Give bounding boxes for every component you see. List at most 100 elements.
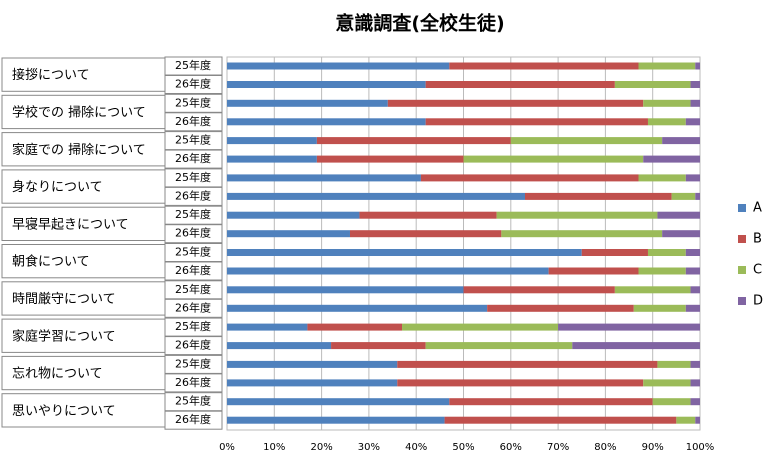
y-tick-label: 25年度 (175, 133, 211, 147)
bar-segment (690, 360, 700, 368)
bar-segment (227, 155, 317, 163)
bar-segment (685, 304, 700, 312)
y-tick-label: 26年度 (175, 77, 211, 91)
year-box (164, 75, 223, 94)
x-tick-label: 0% (219, 442, 235, 453)
group-box (1, 206, 166, 241)
y-tick-label: 25年度 (175, 319, 211, 333)
x-tick-label: 80% (594, 442, 616, 453)
bar-segment (463, 155, 644, 163)
bar-segment (671, 192, 696, 200)
year-box (164, 112, 223, 132)
group-label: 忘れ物について (12, 367, 103, 382)
y-tick-label: 25年度 (175, 207, 211, 221)
group-box (1, 281, 166, 316)
x-tick-label: 60% (500, 442, 522, 453)
legend-swatch (738, 297, 746, 305)
year-box (164, 186, 223, 206)
group-label: 早寝早起きについて (12, 216, 129, 232)
bar-segment (227, 267, 549, 275)
bar-segment (227, 249, 582, 256)
legend-label: A (753, 201, 762, 216)
bar-segment (449, 398, 653, 406)
y-tick-label: 25年度 (175, 282, 211, 296)
year-box (164, 336, 223, 356)
bar-segment (690, 398, 700, 406)
bar-segment (397, 360, 658, 368)
bar-segment (633, 304, 686, 312)
group-box (1, 57, 166, 92)
bar-segment (558, 323, 700, 331)
bar-segment (449, 62, 639, 70)
bar-segment (662, 230, 700, 238)
year-box (164, 373, 223, 393)
bar-segment (662, 137, 700, 145)
bar-segment (501, 230, 663, 238)
group-label: 家庭学習について (12, 328, 116, 344)
x-tick-label: 50% (452, 442, 474, 453)
bar-segment (524, 192, 672, 200)
bar-segment (685, 249, 700, 256)
year-box (164, 149, 223, 169)
legend-label: D (753, 294, 763, 309)
y-tick-label: 26年度 (175, 151, 211, 165)
bar-segment (425, 342, 573, 350)
bar-segment (331, 342, 426, 350)
bar-segment (227, 416, 445, 424)
y-tick-label: 26年度 (175, 226, 211, 240)
bar-segment (657, 360, 691, 368)
bar-segment (638, 267, 686, 275)
y-tick-label: 25年度 (175, 356, 211, 370)
year-box (164, 224, 223, 244)
bar-segment (402, 323, 559, 331)
y-tick-label: 25年度 (175, 170, 211, 184)
bar-segment (349, 230, 502, 238)
y-tick-label: 26年度 (175, 338, 211, 352)
y-tick-label: 26年度 (175, 188, 211, 202)
bar-segment (695, 416, 700, 424)
group-label: 接拶について (12, 67, 90, 83)
bar-segment (425, 118, 648, 126)
bar-segment (227, 286, 464, 294)
bar-segment (572, 342, 700, 350)
x-tick-label: 70% (547, 442, 569, 453)
y-tick-label: 25年度 (175, 245, 211, 259)
bar-segment (690, 286, 700, 294)
bar-segment (316, 137, 511, 145)
bar-segment (510, 137, 663, 145)
bar-segment (316, 155, 464, 163)
bar-segment (227, 62, 450, 70)
bar-segment (227, 211, 360, 219)
bar-segment (307, 323, 403, 331)
bar-segment (463, 286, 615, 294)
y-tick-label: 26年度 (175, 114, 211, 128)
bar-segment (695, 62, 700, 70)
group-box (1, 318, 166, 353)
y-tick-label: 26年度 (175, 263, 211, 277)
bar-segment (227, 379, 398, 387)
y-tick-label: 26年度 (175, 412, 211, 426)
x-tick-label: 100% (686, 442, 715, 453)
bar-segment (227, 304, 488, 312)
bar-segment (227, 230, 350, 238)
x-tick-label: 90% (642, 442, 664, 453)
bar-segment (227, 342, 332, 350)
group-label: 家庭での 掃除について (12, 142, 146, 158)
bar-segment (581, 249, 648, 256)
year-box (164, 261, 223, 281)
bar-segment (690, 81, 700, 88)
year-box (164, 298, 223, 318)
group-label: 学校での 掃除について (12, 104, 146, 120)
bar-segment (227, 118, 426, 126)
bar-segment (685, 174, 700, 182)
y-tick-label: 25年度 (175, 58, 211, 72)
group-label: 身なりについて (12, 179, 103, 195)
y-tick-label: 26年度 (175, 300, 211, 314)
bar-segment (614, 81, 691, 88)
y-tick-label: 25年度 (175, 394, 211, 408)
bar-segment (690, 379, 700, 387)
group-label: 朝食について (12, 254, 90, 270)
bar-segment (690, 99, 700, 107)
bar-segment (643, 99, 691, 107)
